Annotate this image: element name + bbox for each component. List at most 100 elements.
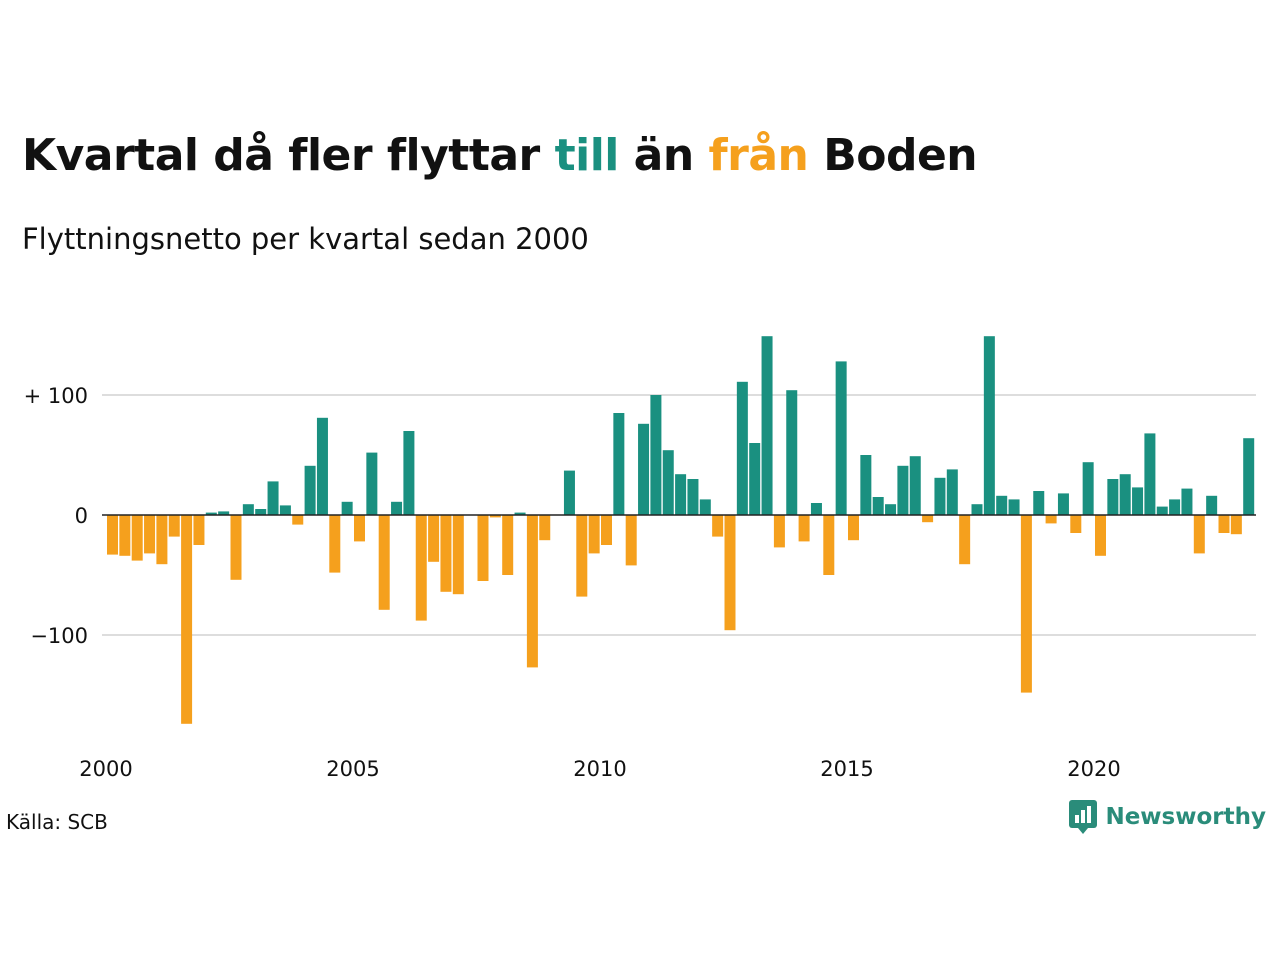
bar <box>971 504 983 515</box>
bar <box>810 503 822 515</box>
bar <box>996 495 1008 515</box>
bar <box>773 515 785 548</box>
bar <box>378 515 390 610</box>
bar <box>1132 487 1144 515</box>
bar <box>588 515 600 554</box>
source-note: Källa: SCB <box>6 810 108 834</box>
bar <box>1206 495 1218 515</box>
bar <box>539 515 551 541</box>
bar <box>687 479 699 515</box>
bar <box>119 515 131 556</box>
bar <box>563 470 575 515</box>
bar <box>230 515 242 580</box>
bar <box>279 505 291 515</box>
x-tick-label: 2020 <box>1067 757 1120 781</box>
bar <box>761 336 773 515</box>
bar <box>909 456 921 515</box>
bar <box>316 417 328 515</box>
x-tick-label: 2010 <box>573 757 626 781</box>
newsworthy-logo-icon <box>1069 800 1098 834</box>
bar <box>1156 506 1168 515</box>
bar <box>526 515 538 668</box>
bar <box>922 515 934 523</box>
bar <box>934 477 946 515</box>
bar <box>872 497 884 515</box>
bar <box>107 515 118 555</box>
bar <box>181 515 193 724</box>
title-part-3: Boden <box>808 130 978 181</box>
bar <box>489 515 501 518</box>
bar <box>946 469 958 515</box>
bar <box>1070 515 1082 533</box>
bar <box>823 515 835 575</box>
bar <box>736 381 748 515</box>
bar <box>1144 433 1156 515</box>
bar <box>502 515 514 575</box>
bar <box>983 336 995 515</box>
bar <box>613 413 625 515</box>
bar <box>255 509 267 515</box>
bar <box>699 499 711 515</box>
bar <box>168 515 180 537</box>
bar <box>1230 515 1242 535</box>
bar <box>366 452 378 515</box>
bar <box>205 512 217 515</box>
bar <box>860 455 872 515</box>
bar <box>1243 438 1255 515</box>
bar <box>1193 515 1205 554</box>
bar <box>218 511 230 515</box>
brand-name: Newsworthy <box>1105 804 1266 830</box>
bar <box>1045 515 1057 524</box>
bar <box>897 465 909 515</box>
bar <box>477 515 489 581</box>
x-tick-label: 2005 <box>326 757 379 781</box>
bar <box>1057 493 1069 515</box>
bar <box>1020 515 1032 693</box>
bar <box>749 443 761 515</box>
bar <box>341 501 353 515</box>
chart-subtitle: Flyttningsnetto per kvartal sedan 2000 <box>22 222 589 256</box>
bar <box>193 515 205 545</box>
x-tick-labels: 2000 2005 2010 2015 2020 <box>79 757 1120 781</box>
x-tick-label: 2015 <box>820 757 873 781</box>
bar <box>1119 474 1131 515</box>
bar <box>1218 515 1230 533</box>
grid-lines <box>102 394 1256 636</box>
bar <box>724 515 736 631</box>
bar <box>848 515 859 541</box>
bar <box>403 431 415 515</box>
y-tick-label: 0 <box>75 504 88 528</box>
brand-logo: Newsworthy <box>1069 800 1266 834</box>
bar <box>304 465 316 515</box>
bar <box>662 450 674 515</box>
bar <box>1008 499 1020 515</box>
bar <box>798 515 810 542</box>
bar <box>786 390 798 515</box>
x-tick-label: 2000 <box>79 757 132 781</box>
bar <box>415 515 427 621</box>
bar <box>712 515 724 537</box>
bar <box>156 515 168 565</box>
bar <box>391 501 403 515</box>
bar <box>601 515 612 545</box>
bar <box>329 515 341 573</box>
bar <box>625 515 637 566</box>
bar <box>1033 491 1045 515</box>
title-till: till <box>554 130 620 181</box>
bar <box>452 515 464 595</box>
bar <box>354 515 365 542</box>
bar <box>835 361 847 515</box>
bar <box>1082 462 1094 515</box>
bar <box>650 395 662 515</box>
bar <box>144 515 156 554</box>
bar <box>638 423 650 515</box>
y-tick-label: −100 <box>30 624 88 648</box>
bar <box>242 504 254 515</box>
title-fran: från <box>708 130 809 181</box>
bar <box>131 515 143 561</box>
bar <box>428 515 440 562</box>
bars <box>107 336 1255 724</box>
bar <box>576 515 588 597</box>
title-part-2: än <box>618 130 709 181</box>
bar <box>959 515 971 565</box>
